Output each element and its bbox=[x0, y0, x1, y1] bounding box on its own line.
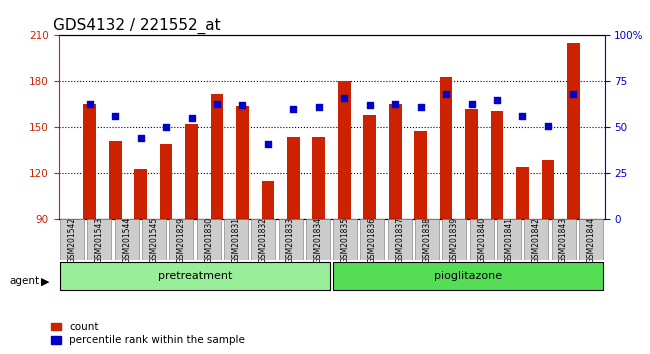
FancyBboxPatch shape bbox=[88, 219, 111, 260]
FancyBboxPatch shape bbox=[170, 219, 193, 260]
Text: GSM201837: GSM201837 bbox=[395, 217, 404, 263]
Bar bbox=[414, 131, 427, 219]
Point bbox=[517, 114, 528, 119]
Text: GSM201834: GSM201834 bbox=[313, 217, 322, 263]
FancyBboxPatch shape bbox=[333, 219, 357, 260]
FancyBboxPatch shape bbox=[552, 219, 575, 260]
Point bbox=[492, 97, 502, 103]
Bar bbox=[363, 115, 376, 219]
FancyBboxPatch shape bbox=[415, 219, 439, 260]
Bar bbox=[491, 110, 503, 219]
Bar bbox=[389, 104, 402, 219]
Point bbox=[543, 123, 553, 129]
Point bbox=[390, 101, 400, 106]
Text: GSM201544: GSM201544 bbox=[122, 217, 131, 263]
Text: GSM201833: GSM201833 bbox=[286, 217, 295, 263]
Text: GSM201836: GSM201836 bbox=[368, 217, 377, 263]
Bar bbox=[135, 169, 147, 219]
Bar bbox=[338, 81, 350, 219]
Point bbox=[339, 95, 350, 101]
Text: GSM201843: GSM201843 bbox=[559, 217, 568, 263]
Text: GDS4132 / 221552_at: GDS4132 / 221552_at bbox=[53, 18, 220, 34]
Point bbox=[135, 136, 146, 141]
FancyBboxPatch shape bbox=[306, 219, 330, 260]
Bar bbox=[439, 77, 452, 219]
Bar bbox=[109, 141, 122, 219]
FancyBboxPatch shape bbox=[115, 219, 138, 260]
Point bbox=[212, 101, 222, 106]
Point bbox=[568, 91, 578, 97]
Point bbox=[365, 103, 375, 108]
Text: GSM201543: GSM201543 bbox=[95, 217, 104, 263]
Text: ▶: ▶ bbox=[41, 276, 49, 286]
Bar bbox=[313, 137, 325, 219]
Bar bbox=[236, 106, 249, 219]
FancyBboxPatch shape bbox=[279, 219, 302, 260]
Text: GSM201844: GSM201844 bbox=[586, 217, 595, 263]
FancyBboxPatch shape bbox=[361, 219, 384, 260]
Legend: count, percentile rank within the sample: count, percentile rank within the sample bbox=[51, 322, 245, 345]
Text: GSM201830: GSM201830 bbox=[204, 217, 213, 263]
Point bbox=[441, 91, 451, 97]
Text: GSM201545: GSM201545 bbox=[150, 217, 159, 263]
Text: GSM201842: GSM201842 bbox=[532, 217, 541, 263]
FancyBboxPatch shape bbox=[252, 219, 275, 260]
FancyBboxPatch shape bbox=[388, 219, 411, 260]
Bar bbox=[465, 109, 478, 219]
Text: GSM201829: GSM201829 bbox=[177, 217, 186, 263]
Bar bbox=[160, 144, 172, 219]
Text: GSM201835: GSM201835 bbox=[341, 217, 350, 263]
Point bbox=[415, 104, 426, 110]
FancyBboxPatch shape bbox=[197, 219, 220, 260]
Point bbox=[237, 103, 248, 108]
Text: GSM201840: GSM201840 bbox=[477, 217, 486, 263]
Bar bbox=[261, 181, 274, 219]
Point bbox=[466, 101, 476, 106]
Point bbox=[288, 106, 298, 112]
FancyBboxPatch shape bbox=[497, 219, 521, 260]
Point bbox=[313, 104, 324, 110]
Point bbox=[187, 115, 197, 121]
Text: GSM201542: GSM201542 bbox=[68, 217, 77, 263]
Point bbox=[161, 125, 171, 130]
FancyBboxPatch shape bbox=[60, 262, 330, 290]
FancyBboxPatch shape bbox=[142, 219, 166, 260]
FancyBboxPatch shape bbox=[579, 219, 603, 260]
Bar bbox=[567, 43, 580, 219]
Text: GSM201839: GSM201839 bbox=[450, 217, 459, 263]
Bar bbox=[211, 94, 224, 219]
Point bbox=[110, 114, 120, 119]
Text: agent: agent bbox=[10, 276, 40, 286]
Text: GSM201831: GSM201831 bbox=[231, 217, 240, 263]
FancyBboxPatch shape bbox=[443, 219, 466, 260]
Text: pretreatment: pretreatment bbox=[158, 271, 232, 281]
Point bbox=[263, 141, 273, 147]
Text: GSM201838: GSM201838 bbox=[422, 217, 432, 263]
Bar bbox=[541, 160, 554, 219]
FancyBboxPatch shape bbox=[224, 219, 248, 260]
Bar bbox=[83, 104, 96, 219]
Bar bbox=[185, 124, 198, 219]
Text: GSM201832: GSM201832 bbox=[259, 217, 268, 263]
FancyBboxPatch shape bbox=[470, 219, 493, 260]
Point bbox=[84, 101, 95, 106]
Bar bbox=[287, 137, 300, 219]
Text: pioglitazone: pioglitazone bbox=[434, 271, 502, 281]
FancyBboxPatch shape bbox=[60, 219, 84, 260]
FancyBboxPatch shape bbox=[525, 219, 548, 260]
Text: GSM201841: GSM201841 bbox=[504, 217, 514, 263]
Bar bbox=[516, 167, 528, 219]
FancyBboxPatch shape bbox=[333, 262, 603, 290]
